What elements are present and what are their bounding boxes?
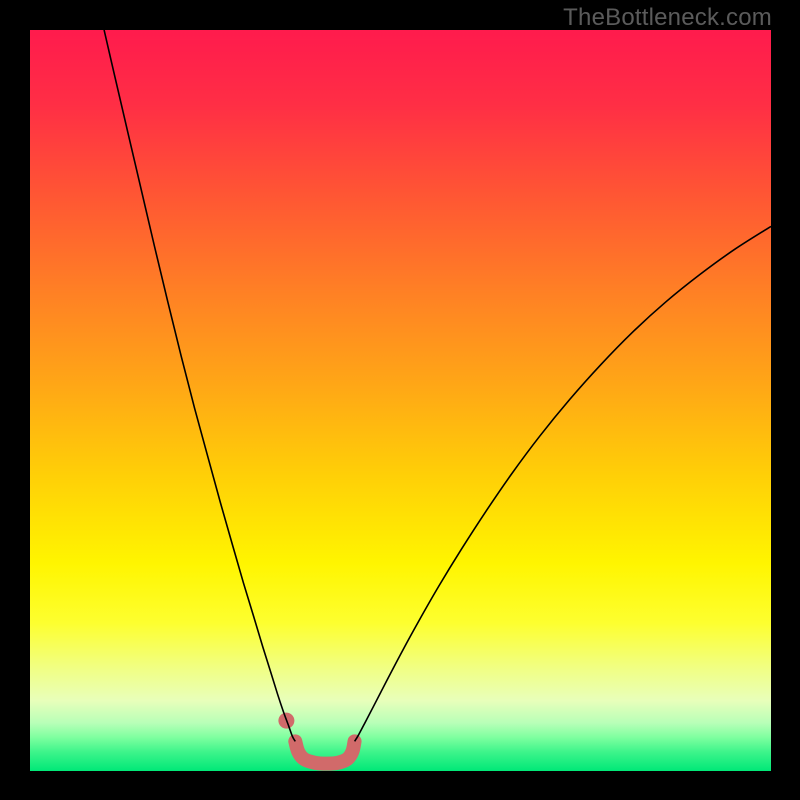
chart-svg xyxy=(30,30,771,771)
stage: TheBottleneck.com xyxy=(0,0,800,800)
bottleneck-chart xyxy=(30,30,771,771)
watermark-label: TheBottleneck.com xyxy=(563,4,772,32)
chart-background xyxy=(30,30,771,771)
